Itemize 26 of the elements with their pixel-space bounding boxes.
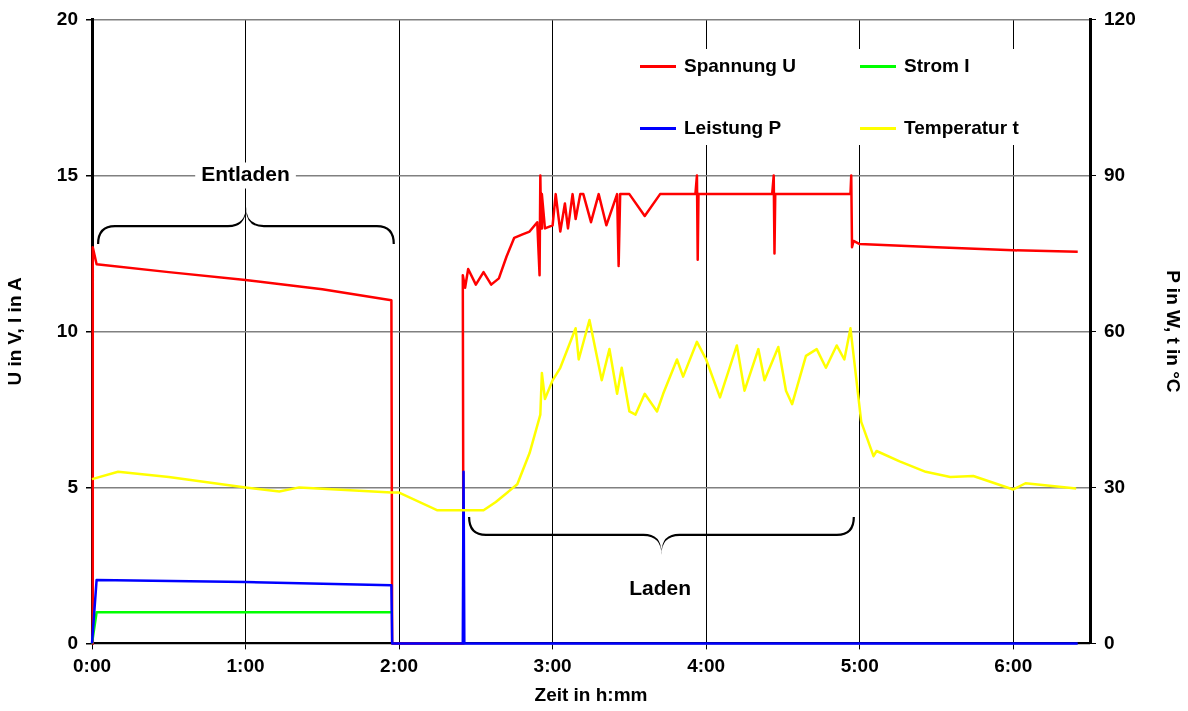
y2-tick-label: 90 xyxy=(1104,163,1126,185)
y-tick-label: 5 xyxy=(67,475,79,497)
y-axis-title: U in V, I in A xyxy=(3,276,25,386)
x-tick-label: 6:00 xyxy=(994,655,1033,677)
annotation: Entladen xyxy=(201,162,290,186)
y-tick-label: 15 xyxy=(56,163,79,185)
y-tick-label: 20 xyxy=(56,7,78,29)
legend-label: Leistung P xyxy=(684,117,782,140)
x-tick-label: 0:00 xyxy=(72,655,112,677)
x-tick-label: 2:00 xyxy=(380,655,419,677)
y2-tick-label: 0 xyxy=(1104,631,1115,653)
y2-tick-label: 120 xyxy=(1104,7,1136,29)
y2-tick-label: 60 xyxy=(1104,319,1126,341)
y-tick-label: 0 xyxy=(67,631,78,653)
x-axis-title: Zeit in h:mm xyxy=(534,683,648,705)
x-tick-label: 3:00 xyxy=(533,655,572,677)
legend-label: Strom I xyxy=(904,55,970,78)
x-tick-label: 1:00 xyxy=(226,655,265,677)
legend-label: Temperatur t xyxy=(904,117,1019,140)
y2-tick-label: 30 xyxy=(1104,475,1126,497)
legend-label: Spannung U xyxy=(684,55,796,78)
x-tick-label: 4:00 xyxy=(687,655,726,677)
y-tick-label: 10 xyxy=(56,319,78,341)
x-tick-label: 5:00 xyxy=(840,655,879,677)
y2-axis-title: P in W, t in °C xyxy=(1163,270,1185,393)
annotation: Laden xyxy=(629,575,692,599)
